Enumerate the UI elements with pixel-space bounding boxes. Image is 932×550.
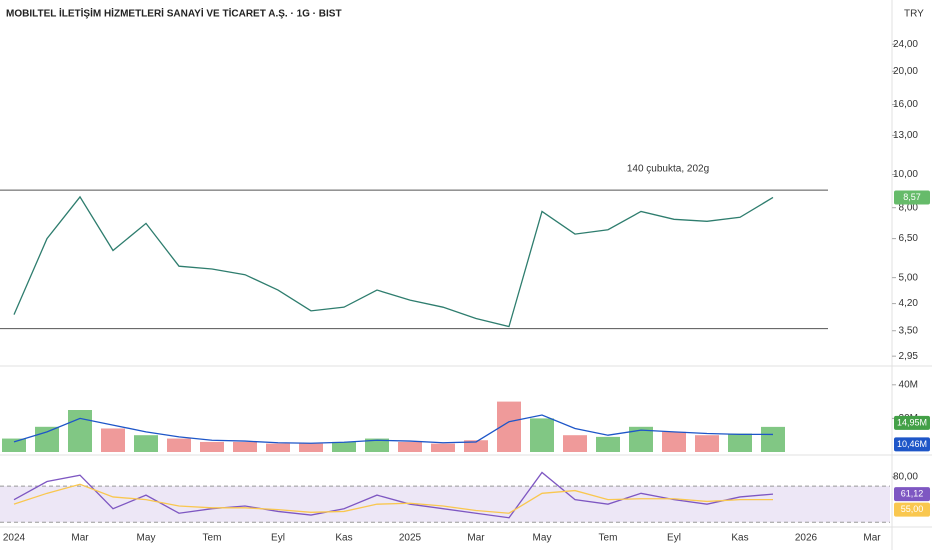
series-line — [13, 195, 774, 328]
y-tick-label: 6,50 — [899, 233, 919, 244]
y-tick-label: 24,00 — [893, 39, 918, 50]
value-label: 10,46M — [897, 439, 927, 449]
value-label: 55,00 — [901, 504, 924, 514]
y-tick-label: 5,00 — [899, 272, 919, 283]
volume-bar — [728, 433, 752, 452]
volume-bar — [563, 435, 587, 452]
x-tick-label: Eyl — [271, 533, 285, 544]
y-tick-label: 3,50 — [899, 325, 919, 336]
x-tick-label: May — [533, 533, 552, 544]
x-tick-label: Kas — [731, 533, 748, 544]
volume-bar — [299, 443, 323, 452]
y-tick-label: 10,00 — [893, 169, 918, 180]
volume-bar — [662, 431, 686, 452]
annotation: 140 çubukta, 202g — [627, 164, 709, 175]
volume-bar — [101, 428, 125, 452]
volume-bar — [167, 438, 191, 452]
series-line — [13, 414, 774, 444]
volume-bar — [431, 443, 455, 452]
volume-bar — [761, 426, 785, 452]
volume-bar — [530, 418, 554, 452]
y-tick-label: 40M — [899, 379, 918, 390]
volume-bar — [398, 441, 422, 452]
value-label: 61,12 — [901, 488, 924, 498]
value-label-box — [894, 502, 930, 517]
volume-bar — [233, 441, 257, 452]
x-tick-label: Tem — [599, 533, 618, 544]
volume-bar — [200, 441, 224, 452]
series-line — [13, 471, 774, 519]
volume-bar — [2, 438, 26, 452]
y-tick-label: 2,95 — [899, 351, 919, 362]
value-label: 8,57 — [903, 192, 921, 202]
volume-bar — [332, 441, 356, 452]
volume-bar — [266, 443, 290, 452]
y-tick-label: 80,00 — [893, 472, 918, 483]
y-tick-label: 4,20 — [899, 298, 919, 309]
volume-bar — [134, 435, 158, 452]
rsi-band — [0, 486, 890, 523]
x-tick-label: Mar — [467, 533, 485, 544]
x-tick-label: Eyl — [667, 533, 681, 544]
currency: TRY — [904, 9, 924, 20]
volume-bar — [68, 410, 92, 452]
x-tick-label: 2024 — [3, 533, 26, 544]
series-line — [13, 483, 773, 514]
value-label: 14,95M — [897, 417, 927, 427]
volume-bar — [695, 435, 719, 452]
y-tick-label: 8,00 — [899, 202, 919, 213]
x-tick-label: Mar — [71, 533, 89, 544]
x-tick-label: May — [137, 533, 156, 544]
volume-bar — [464, 440, 488, 452]
x-tick-label: 2025 — [399, 533, 422, 544]
value-label-box — [894, 487, 930, 502]
volume-bar — [365, 438, 389, 452]
x-tick-label: 2026 — [795, 533, 818, 544]
x-tick-label: Tem — [203, 533, 222, 544]
y-tick-label: 20,00 — [893, 66, 918, 77]
volume-bar — [596, 436, 620, 452]
x-tick-label: Kas — [335, 533, 352, 544]
value-label-box — [894, 415, 930, 430]
value-label-box — [894, 437, 930, 452]
y-tick-label: 13,00 — [893, 130, 918, 141]
value-label-box — [894, 190, 930, 205]
x-tick-label: Mar — [863, 533, 881, 544]
y-tick-label: 16,00 — [893, 99, 918, 110]
volume-bar — [35, 426, 59, 452]
chart-title: MOBILTEL İLETİŞİM HİZMETLERİ SANAYİ VE T… — [6, 7, 342, 20]
